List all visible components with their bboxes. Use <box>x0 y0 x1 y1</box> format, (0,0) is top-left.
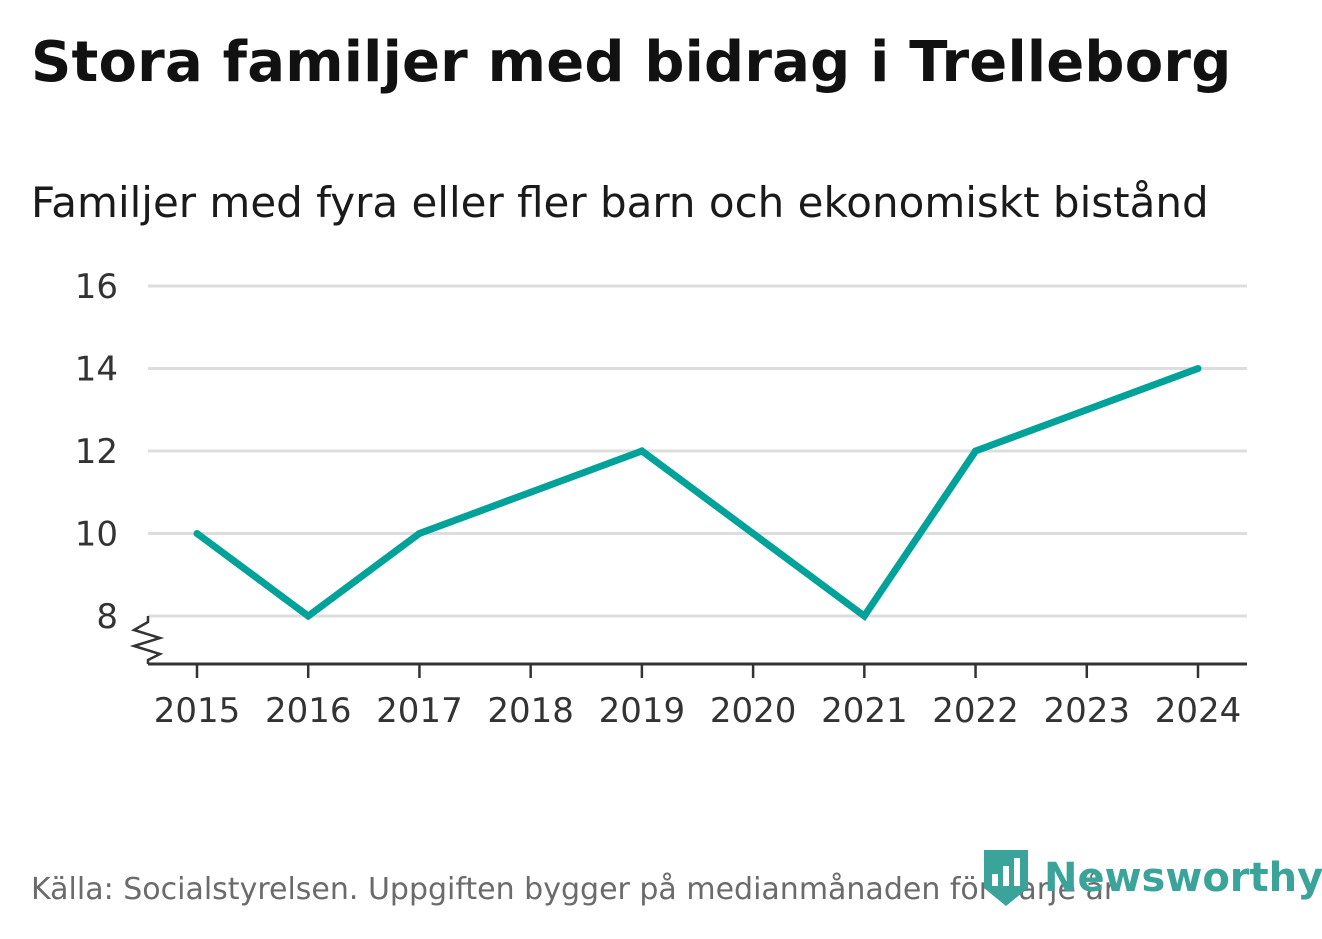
data-point <box>193 530 201 537</box>
data-point <box>415 530 423 537</box>
data-point <box>1194 365 1202 372</box>
y-tick-label: 12 <box>75 432 118 472</box>
x-axis-ticks: 2015 2016 2017 2018 2019 2020 2021 2022 2023 2024 <box>154 664 1242 731</box>
x-axis <box>129 616 1247 666</box>
data-point <box>638 447 646 455</box>
chart-title: Stora familjer med bidrag i Trelleborg <box>31 30 1232 95</box>
axis-break-icon <box>129 616 165 664</box>
x-tick-label: 2018 <box>487 691 574 731</box>
y-tick-label: 10 <box>75 515 118 555</box>
x-tick-label: 2015 <box>154 691 241 731</box>
brand-name: Newsworthy <box>1044 855 1322 901</box>
source-note: Källa: Socialstyrelsen. Uppgiften bygger… <box>31 872 1117 907</box>
x-tick-label: 2021 <box>821 691 908 731</box>
y-axis-ticks: 8 10 12 14 16 <box>75 267 118 637</box>
x-tick-label: 2024 <box>1155 691 1242 731</box>
newsworthy-logo-icon <box>984 850 1028 906</box>
x-tick-label: 2020 <box>710 691 797 731</box>
x-tick-label: 2016 <box>265 691 352 731</box>
y-tick-label: 8 <box>96 597 118 637</box>
x-tick-label: 2023 <box>1044 691 1131 731</box>
y-tick-label: 14 <box>75 350 118 390</box>
data-point <box>749 530 757 537</box>
gridlines <box>148 284 1247 618</box>
x-tick-label: 2017 <box>376 691 463 731</box>
series <box>193 365 1202 621</box>
data-point <box>860 612 868 620</box>
x-tick-label: 2019 <box>599 691 686 731</box>
y-tick-label: 16 <box>75 267 118 307</box>
x-tick-label: 2022 <box>932 691 1019 731</box>
brand-logo-group: Newsworthy <box>982 848 1322 908</box>
data-point <box>304 612 312 620</box>
data-point <box>527 488 535 496</box>
chart-subtitle: Familjer med fyra eller fler barn och ek… <box>31 178 1209 227</box>
data-point <box>972 447 980 455</box>
series-line <box>194 365 1200 621</box>
data-point <box>1083 406 1091 414</box>
